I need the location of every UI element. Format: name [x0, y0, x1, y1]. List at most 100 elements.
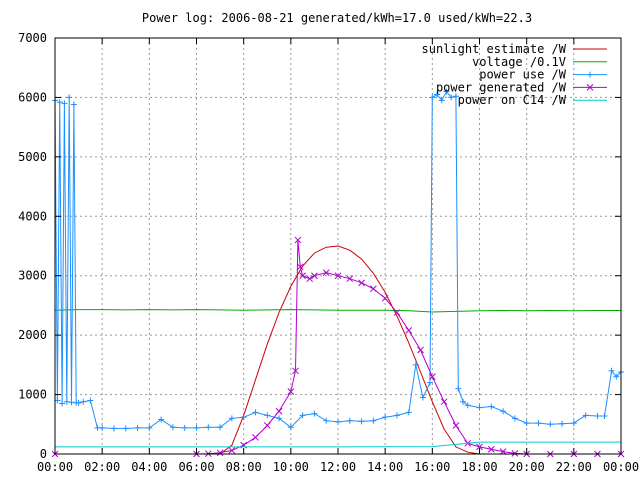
data-point-plus [547, 421, 554, 428]
data-point-plus [146, 424, 153, 431]
series-group [55, 441, 621, 448]
data-point-plus [426, 379, 433, 386]
data-point-cross [452, 422, 460, 429]
data-point-plus [535, 420, 542, 427]
axis-ticks: 0 1000 2000 3000 4000 5000 6000 7000 00:00 02:00 0… [18, 31, 639, 474]
data-point-plus [587, 71, 593, 78]
data-point-plus [511, 415, 518, 422]
data-point-plus [452, 93, 459, 100]
data-point-cross [405, 327, 413, 334]
data-point-plus [311, 410, 318, 417]
series-line [55, 441, 621, 448]
x-tick-label: 14:00 [367, 460, 403, 474]
data-point-plus [570, 420, 577, 427]
data-point-cross [263, 422, 271, 429]
data-point-plus [169, 424, 176, 431]
x-tick-label: 04:00 [131, 460, 167, 474]
data-point-cross [299, 272, 306, 280]
data-point-plus [158, 416, 165, 423]
data-point-plus [434, 91, 441, 98]
data-point-cross [292, 367, 299, 375]
data-point-plus [419, 394, 426, 401]
data-point-cross [287, 388, 295, 395]
data-point-plus [455, 385, 462, 392]
x-tick-label: 08:00 [226, 460, 262, 474]
legend-label: power use /W [479, 68, 566, 82]
data-point-cross [487, 445, 495, 453]
data-point-cross [228, 447, 236, 454]
data-point-plus [181, 424, 188, 431]
y-tick-label: 7000 [18, 31, 47, 45]
series-line [55, 245, 621, 455]
data-point-cross [334, 272, 342, 280]
y-tick-label: 0 [40, 447, 47, 461]
data-point-plus [601, 412, 608, 419]
y-tick-label: 3000 [18, 269, 47, 283]
data-point-plus [335, 418, 341, 425]
series-group [55, 245, 621, 455]
x-tick-label: 02:00 [84, 460, 120, 474]
data-point-plus [87, 397, 94, 404]
x-tick-label: 16:00 [414, 460, 450, 474]
x-tick-label: 12:00 [320, 460, 356, 474]
data-point-cross [306, 275, 314, 283]
data-point-cross [393, 309, 401, 316]
data-point-plus [287, 424, 294, 431]
data-point-cross [216, 449, 224, 457]
legend-label: sunlight estimate /W [422, 42, 567, 56]
x-tick-label: 20:00 [509, 460, 545, 474]
series-group [51, 236, 625, 458]
data-point-plus [80, 398, 87, 405]
data-point-plus [205, 424, 212, 431]
data-point-plus [582, 412, 589, 419]
data-point-plus [56, 99, 63, 106]
data-point-plus [358, 418, 365, 425]
data-point-cross [381, 294, 389, 302]
series-group [52, 88, 624, 432]
data-point-plus [228, 415, 235, 422]
data-point-plus [110, 425, 117, 432]
y-tick-label: 1000 [18, 388, 47, 402]
data-point-plus [70, 101, 77, 108]
data-point-plus [61, 100, 68, 107]
data-point-cross [586, 84, 594, 91]
data-point-plus [405, 409, 412, 416]
legend-label: power generated /W [436, 80, 567, 94]
data-point-plus [523, 420, 530, 427]
data-point-plus [608, 367, 615, 374]
data-point-plus [66, 94, 73, 101]
data-point-plus [412, 361, 419, 368]
data-point-plus [134, 424, 141, 431]
data-point-plus [370, 417, 377, 424]
data-point-cross [252, 434, 259, 441]
grid [55, 38, 621, 454]
data-point-plus [59, 400, 66, 407]
x-tick-label: 06:00 [178, 460, 214, 474]
data-point-cross [370, 285, 377, 293]
data-point-cross [294, 236, 302, 244]
data-point-cross [322, 269, 330, 277]
data-point-plus [299, 412, 306, 419]
data-point-plus [264, 412, 271, 419]
data-point-cross [511, 450, 519, 457]
data-point-plus [488, 403, 495, 410]
data-point-plus [443, 88, 450, 95]
data-point-cross [476, 443, 483, 451]
x-tick-label: 00:00 [37, 460, 73, 474]
series-line [54, 309, 621, 313]
data-point-plus [613, 373, 620, 380]
data-point-cross [358, 279, 365, 287]
data-point-plus [464, 402, 471, 409]
data-point-plus [559, 420, 566, 427]
data-point-plus [459, 398, 466, 405]
series-layer [51, 88, 625, 458]
data-point-plus [594, 412, 601, 419]
data-point-plus [99, 424, 106, 431]
x-tick-label: 18:00 [461, 460, 497, 474]
y-tick-label: 4000 [18, 209, 47, 223]
data-point-plus [448, 94, 455, 101]
y-tick-label: 6000 [18, 90, 47, 104]
data-point-plus [382, 414, 389, 421]
y-tick-label: 2000 [18, 328, 47, 342]
